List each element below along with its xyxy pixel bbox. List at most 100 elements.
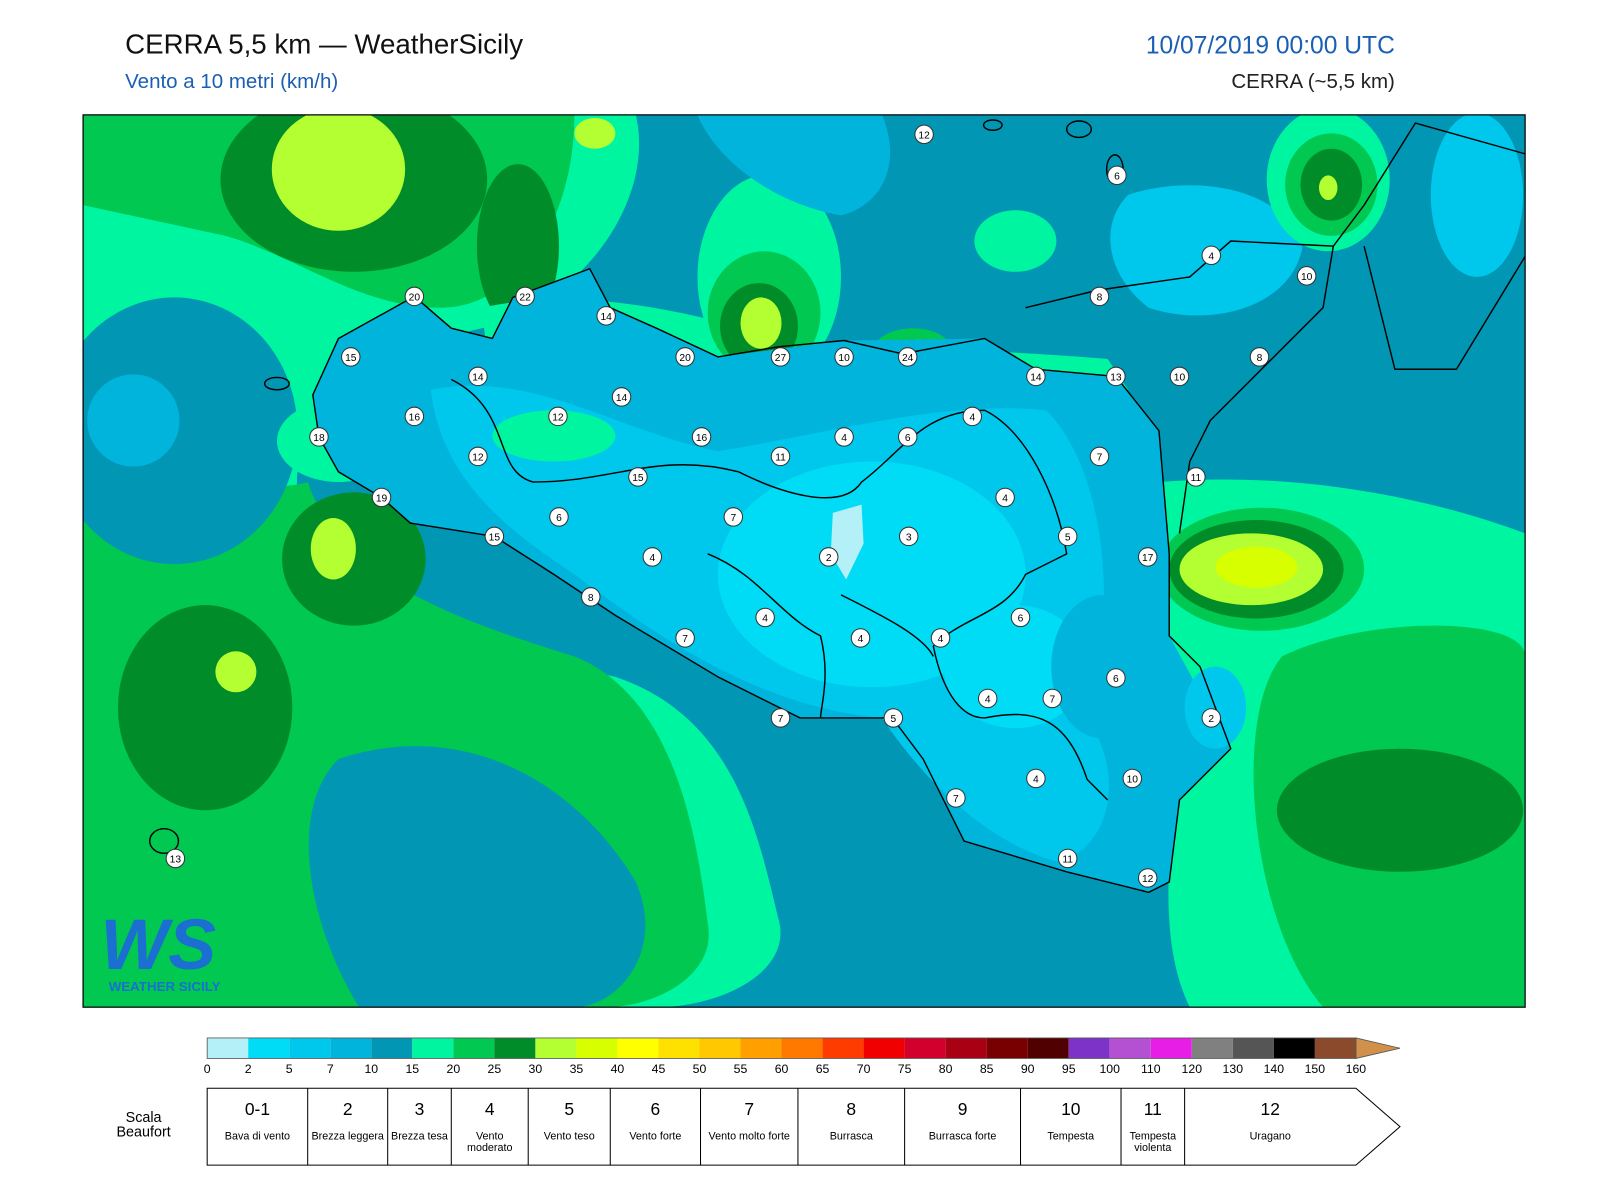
station: 14 bbox=[611, 387, 632, 407]
station: 10 bbox=[1169, 366, 1190, 387]
title: CERRA 5,5 km — WeatherSicily bbox=[125, 28, 523, 59]
station-marker bbox=[1201, 708, 1222, 728]
station-value: 7 bbox=[1097, 453, 1103, 464]
station-marker bbox=[628, 467, 648, 487]
beaufort-label-box: Scala Beaufort bbox=[116, 1110, 170, 1139]
colorbar-segment bbox=[1068, 1037, 1110, 1059]
beaufort-label: Vento moderato bbox=[466, 1131, 513, 1154]
station: 10 bbox=[834, 347, 854, 367]
station-marker bbox=[818, 547, 839, 567]
station: 7 bbox=[946, 788, 966, 808]
station-marker bbox=[834, 427, 854, 447]
station: 27 bbox=[770, 347, 791, 367]
station-marker bbox=[642, 547, 663, 567]
colorbar-tick-label: 40 bbox=[611, 1062, 625, 1076]
colorbar-segment bbox=[1273, 1037, 1315, 1059]
station-marker bbox=[1057, 848, 1078, 869]
colorbar-segment bbox=[494, 1037, 536, 1059]
beaufort-label: Tempesta bbox=[1047, 1131, 1095, 1143]
beaufort-force: 9 bbox=[958, 1099, 968, 1119]
station-value: 16 bbox=[409, 413, 421, 424]
station-marker bbox=[484, 526, 505, 547]
colorbar-frame bbox=[206, 1037, 1357, 1059]
beaufort-label-box: Brezza tesa bbox=[391, 1131, 448, 1142]
colorbar-segment bbox=[289, 1037, 331, 1059]
station: 17 bbox=[1137, 547, 1158, 567]
beaufort-force: 10 bbox=[1061, 1099, 1081, 1119]
colorbar-segment bbox=[1314, 1037, 1356, 1059]
colorbar-tick-label: 160 bbox=[1346, 1062, 1367, 1076]
colorbar-segment bbox=[248, 1037, 290, 1059]
station: 10 bbox=[1296, 266, 1317, 286]
colorbar-segment bbox=[1191, 1037, 1233, 1059]
station-value: 10 bbox=[1127, 775, 1139, 786]
subtitle: Vento a 10 metri (km/h) bbox=[125, 70, 338, 93]
station: 18 bbox=[309, 427, 329, 447]
beaufort-label-box: Brezza leggera bbox=[311, 1131, 383, 1142]
station-marker bbox=[755, 607, 775, 628]
station: 11 bbox=[1057, 848, 1078, 869]
colorbar-segment bbox=[371, 1037, 413, 1059]
colorbar-segment bbox=[822, 1037, 864, 1059]
colorbar-tick-label: 5 bbox=[286, 1062, 293, 1076]
station-value: 4 bbox=[938, 634, 944, 645]
station-marker bbox=[1107, 165, 1127, 186]
colorbar-tick-label: 130 bbox=[1223, 1062, 1244, 1076]
station: 4 bbox=[755, 607, 775, 628]
station: 14 bbox=[1026, 366, 1046, 387]
station-value: 4 bbox=[1033, 775, 1039, 786]
station-value: 14 bbox=[616, 393, 628, 404]
station: 16 bbox=[404, 406, 425, 427]
colorbar-segment bbox=[330, 1037, 372, 1059]
beaufort-force: 2 bbox=[343, 1099, 353, 1119]
beaufort-label: Vento molto forte bbox=[708, 1131, 790, 1143]
colorbar: 0 2 5 7 10 15 20 25 30 35 40 45 50 55 60 65 70 75 80 85 90 95… bbox=[204, 1037, 1401, 1076]
colorbar-segment bbox=[412, 1037, 454, 1059]
station-marker bbox=[611, 387, 632, 407]
station: 14 bbox=[596, 306, 616, 326]
station: 12 bbox=[1137, 868, 1158, 888]
station: 2 bbox=[818, 547, 839, 567]
beaufort-label-box: Uragano bbox=[1250, 1131, 1291, 1142]
colorbar-tick-label: 10 bbox=[364, 1062, 378, 1076]
station-marker bbox=[548, 406, 568, 427]
colorbar-segment bbox=[945, 1037, 987, 1059]
station: 15 bbox=[628, 467, 648, 487]
colorbar-segment bbox=[207, 1037, 249, 1059]
station-value: 20 bbox=[679, 353, 691, 364]
station-marker bbox=[1026, 366, 1046, 387]
station-value: 10 bbox=[1301, 272, 1313, 283]
station-value: 11 bbox=[775, 453, 786, 464]
station: 5 bbox=[883, 708, 904, 728]
station: 12 bbox=[914, 124, 934, 145]
beaufort-label: Burrasca bbox=[829, 1131, 873, 1143]
station-value: 7 bbox=[778, 714, 784, 725]
station: 8 bbox=[581, 587, 601, 607]
station-value: 13 bbox=[1110, 373, 1122, 384]
station-marker bbox=[1137, 868, 1158, 888]
station: 4 bbox=[834, 427, 854, 447]
station-marker bbox=[1186, 467, 1206, 487]
colorbar-tick-label: 7 bbox=[327, 1062, 334, 1076]
station: 4 bbox=[995, 487, 1015, 508]
station: 4 bbox=[962, 406, 983, 427]
colorbar-tick-label: 50 bbox=[693, 1062, 707, 1076]
station-value: 12 bbox=[918, 130, 930, 141]
station-value: 16 bbox=[696, 433, 708, 444]
station-value: 11 bbox=[1191, 473, 1202, 484]
station-value: 5 bbox=[1065, 533, 1071, 544]
station-marker bbox=[165, 848, 186, 869]
station: 4 bbox=[642, 547, 663, 567]
colorbar-segment bbox=[1109, 1037, 1151, 1059]
station-marker bbox=[897, 427, 918, 447]
station: 10 bbox=[1122, 768, 1143, 789]
colorbar-segment bbox=[863, 1037, 905, 1059]
station: 5 bbox=[1057, 526, 1078, 547]
station: 15 bbox=[484, 526, 505, 547]
station-marker bbox=[770, 708, 791, 728]
beaufort-force: 12 bbox=[1261, 1099, 1280, 1119]
beaufort-force: 3 bbox=[415, 1099, 425, 1119]
station-value: 7 bbox=[1049, 695, 1055, 706]
